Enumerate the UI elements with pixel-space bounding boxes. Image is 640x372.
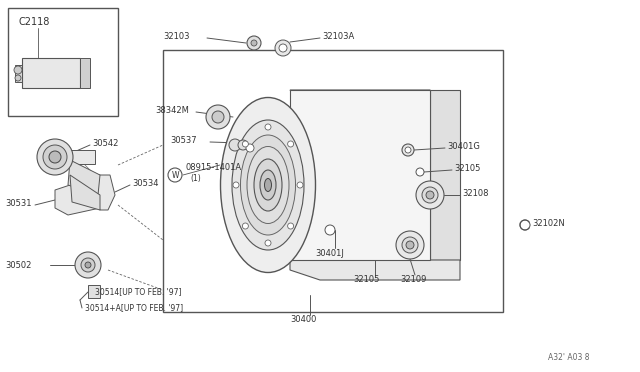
Polygon shape bbox=[70, 175, 100, 210]
Circle shape bbox=[243, 223, 248, 229]
Circle shape bbox=[81, 258, 95, 272]
Text: 30514+A[UP TO FEB. '97]: 30514+A[UP TO FEB. '97] bbox=[85, 304, 183, 312]
Circle shape bbox=[325, 225, 335, 235]
Text: 32102N: 32102N bbox=[532, 218, 564, 228]
Ellipse shape bbox=[221, 97, 316, 273]
Circle shape bbox=[233, 182, 239, 188]
Circle shape bbox=[212, 111, 224, 123]
Text: 32105: 32105 bbox=[353, 276, 380, 285]
Circle shape bbox=[206, 105, 230, 129]
Circle shape bbox=[275, 40, 291, 56]
Text: 30534: 30534 bbox=[132, 179, 159, 187]
Polygon shape bbox=[95, 175, 115, 210]
Polygon shape bbox=[430, 90, 460, 260]
Ellipse shape bbox=[241, 135, 296, 235]
Polygon shape bbox=[68, 160, 100, 195]
Text: 38342M: 38342M bbox=[155, 106, 189, 115]
Circle shape bbox=[402, 144, 414, 156]
Polygon shape bbox=[88, 285, 100, 298]
Ellipse shape bbox=[232, 120, 304, 250]
Polygon shape bbox=[290, 90, 460, 130]
Circle shape bbox=[287, 223, 294, 229]
Circle shape bbox=[243, 141, 248, 147]
Circle shape bbox=[416, 181, 444, 209]
Circle shape bbox=[520, 220, 530, 230]
Text: C2118: C2118 bbox=[18, 17, 49, 27]
Circle shape bbox=[49, 151, 61, 163]
Text: 08915-1401A: 08915-1401A bbox=[185, 163, 241, 171]
Circle shape bbox=[37, 139, 73, 175]
Ellipse shape bbox=[254, 159, 282, 211]
Polygon shape bbox=[55, 150, 95, 164]
Text: 30502: 30502 bbox=[5, 260, 31, 269]
Circle shape bbox=[426, 191, 434, 199]
Circle shape bbox=[396, 231, 424, 259]
Polygon shape bbox=[55, 185, 100, 215]
Text: 32108: 32108 bbox=[462, 189, 488, 198]
Polygon shape bbox=[22, 58, 80, 88]
Circle shape bbox=[287, 141, 294, 147]
Polygon shape bbox=[15, 65, 22, 82]
Circle shape bbox=[422, 187, 438, 203]
Text: 32103A: 32103A bbox=[322, 32, 355, 41]
Text: 32103: 32103 bbox=[163, 32, 189, 41]
Polygon shape bbox=[80, 58, 90, 88]
Circle shape bbox=[238, 140, 248, 150]
Circle shape bbox=[265, 124, 271, 130]
Text: 30514[UP TO FEB. '97]: 30514[UP TO FEB. '97] bbox=[95, 288, 182, 296]
Polygon shape bbox=[290, 260, 460, 280]
Circle shape bbox=[297, 182, 303, 188]
Text: 30537: 30537 bbox=[170, 135, 196, 144]
Circle shape bbox=[85, 262, 91, 268]
Ellipse shape bbox=[260, 170, 276, 200]
Circle shape bbox=[406, 241, 414, 249]
Circle shape bbox=[405, 147, 411, 153]
Circle shape bbox=[75, 252, 101, 278]
Circle shape bbox=[402, 237, 418, 253]
Text: 30400: 30400 bbox=[290, 315, 316, 324]
Circle shape bbox=[251, 40, 257, 46]
Text: 30542: 30542 bbox=[92, 138, 118, 148]
Circle shape bbox=[14, 66, 22, 74]
Bar bbox=[8, 8, 118, 116]
Circle shape bbox=[168, 168, 182, 182]
Ellipse shape bbox=[264, 179, 271, 192]
Circle shape bbox=[247, 36, 261, 50]
Circle shape bbox=[229, 139, 241, 151]
Ellipse shape bbox=[247, 147, 289, 224]
Text: A32' A03 8: A32' A03 8 bbox=[548, 353, 590, 362]
Bar bbox=[163, 50, 503, 312]
Circle shape bbox=[265, 240, 271, 246]
Text: (1): (1) bbox=[190, 173, 201, 183]
Circle shape bbox=[246, 144, 254, 152]
Text: 30401G: 30401G bbox=[447, 141, 480, 151]
Circle shape bbox=[416, 168, 424, 176]
Text: 30401J: 30401J bbox=[315, 248, 344, 257]
Circle shape bbox=[15, 75, 21, 81]
Text: 30531: 30531 bbox=[5, 199, 31, 208]
Circle shape bbox=[43, 145, 67, 169]
Circle shape bbox=[279, 44, 287, 52]
Text: W: W bbox=[172, 170, 179, 180]
Text: 32109: 32109 bbox=[400, 276, 426, 285]
Text: 32105: 32105 bbox=[454, 164, 481, 173]
Polygon shape bbox=[290, 90, 430, 260]
